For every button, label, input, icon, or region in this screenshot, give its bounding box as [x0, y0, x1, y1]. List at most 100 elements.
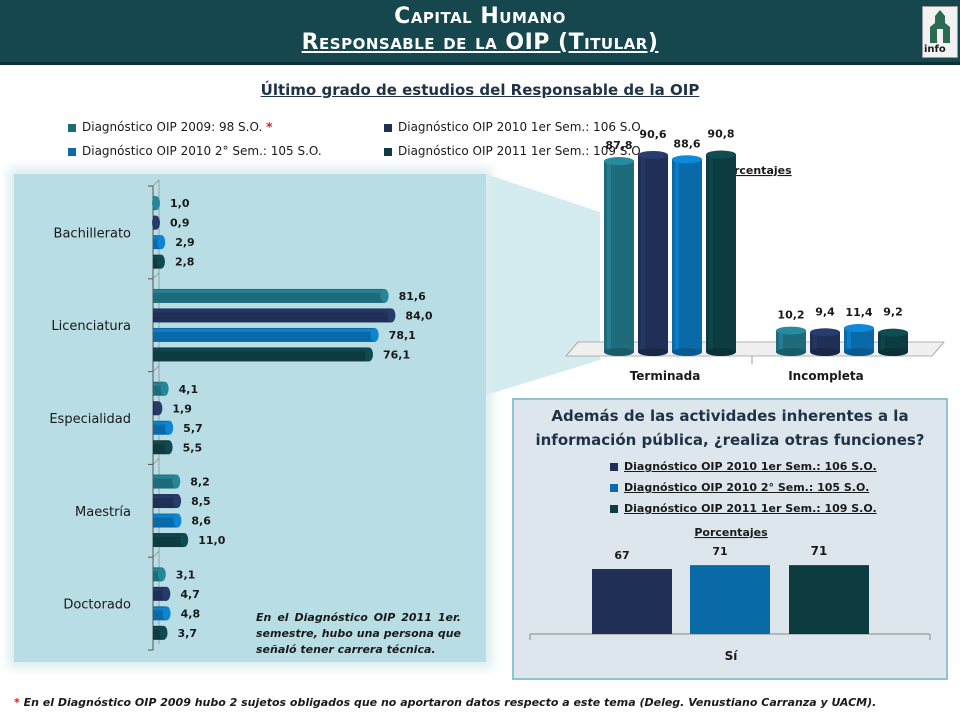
- legend-swatch: [610, 484, 618, 492]
- data-label: 3,1: [176, 568, 196, 581]
- data-label: 90,6: [639, 128, 666, 141]
- bar-highlight: [153, 514, 178, 518]
- data-label: 10,2: [777, 309, 804, 322]
- data-label: 11,4: [845, 306, 872, 319]
- data-label: 9,4: [815, 305, 835, 318]
- bar-highlight: [153, 534, 185, 538]
- footnote: * En el Diagnóstico OIP 2009 hubo 2 suje…: [14, 696, 876, 709]
- bar-base: [844, 348, 874, 356]
- asterisk-marker: *: [266, 120, 273, 134]
- page-subtitle-heading: Responsable de la OIP (Titular): [301, 30, 659, 55]
- bar-highlight: [153, 607, 167, 611]
- bar-highlight: [153, 328, 375, 332]
- question-legend-item-2010-1: Diagnóstico OIP 2010 1er Sem.: 106 S.O.: [610, 460, 877, 473]
- bar-highlight: [153, 587, 167, 591]
- legend-item-2009: Diagnóstico OIP 2009: 98 S.O. *: [68, 120, 272, 134]
- data-label: 88,6: [673, 137, 700, 150]
- y-tick-depth: [152, 365, 160, 372]
- data-label: 84,0: [405, 309, 432, 322]
- data-label: 1,9: [172, 402, 192, 415]
- bar: [153, 235, 162, 250]
- bar-cap: [173, 513, 182, 528]
- category-label-terminada: Terminada: [630, 369, 701, 383]
- bar-cap: [160, 381, 169, 396]
- legend-item-2010-2: Diagnóstico OIP 2010 2° Sem.: 105 S.O.: [68, 144, 322, 158]
- data-label: 9,2: [883, 306, 903, 319]
- legend-label: Diagnóstico OIP 2010 2° Sem.: 105 S.O.: [624, 481, 870, 494]
- bar-base: [776, 348, 806, 356]
- page-title: Capital Humano: [394, 4, 566, 29]
- left-chart-panel: [14, 174, 486, 662]
- footnote-text: En el Diagnóstico OIP 2009 hubo 2 sujeto…: [23, 696, 877, 709]
- bar-cap: [165, 420, 174, 435]
- data-label: 4,8: [181, 607, 201, 620]
- bar: [776, 330, 806, 352]
- legend-swatch: [610, 463, 618, 471]
- bar-highlight: [153, 626, 164, 630]
- question-legend-item-2010-2: Diagnóstico OIP 2010 2° Sem.: 105 S.O.: [610, 481, 869, 494]
- category-label-incompleta: Incompleta: [788, 369, 864, 383]
- legend-label: Diagnóstico OIP 2010 1er Sem.: 106 S.O.: [624, 460, 877, 473]
- header-banner: [0, 0, 960, 65]
- bar-cap: [878, 328, 908, 337]
- legend-item-2010-1: Diagnóstico OIP 2010 1er Sem.: 106 S.O.: [384, 120, 644, 134]
- legend-swatch: [384, 147, 392, 156]
- bar-cap: [159, 625, 168, 640]
- footnote-asterisk: *: [14, 696, 20, 709]
- bar-highlight: [153, 475, 177, 479]
- bar-highlight: [779, 330, 783, 352]
- legend-label: Diagnóstico OIP 2011 1er Sem.: 109 S.O.: [624, 502, 877, 515]
- data-label: 5,5: [183, 441, 203, 454]
- bar-highlight: [153, 495, 178, 499]
- bar-cap: [604, 157, 634, 166]
- bar: [153, 567, 162, 582]
- legend-swatch: [68, 123, 76, 132]
- bar-highlight: [813, 332, 817, 352]
- bar-highlight: [675, 159, 679, 352]
- bar-base: [638, 348, 668, 356]
- bar-cap: [672, 155, 702, 164]
- bar-highlight: [153, 568, 162, 572]
- data-label: 4,7: [180, 588, 200, 601]
- question-title-line1: Además de las actividades inherentes a l…: [551, 407, 909, 425]
- bar-highlight: [153, 421, 170, 425]
- data-label: 71: [811, 544, 828, 558]
- bar-highlight: [847, 328, 851, 352]
- bar-cap: [156, 254, 165, 269]
- bar-base: [810, 348, 840, 356]
- bar-cap: [152, 215, 160, 230]
- bar-base: [672, 348, 702, 356]
- bar-cap: [162, 586, 171, 601]
- question-title: Además de las actividades inherentes a l…: [512, 404, 948, 452]
- bar-cap: [180, 533, 189, 548]
- legend-label: Diagnóstico OIP 2011 1er Sem.: 109 S.O.: [398, 144, 644, 158]
- question-legend-item-2011-1: Diagnóstico OIP 2011 1er Sem.: 109 S.O.: [610, 502, 877, 515]
- bar-highlight: [153, 309, 392, 313]
- y-tick-depth: [152, 272, 160, 280]
- data-label: 8,5: [191, 495, 211, 508]
- bar: [844, 328, 874, 352]
- data-label: 0,9: [170, 217, 190, 230]
- bar-highlight: [641, 154, 645, 352]
- data-label: 71: [712, 545, 727, 558]
- bar-cap: [364, 347, 373, 362]
- data-label: 1,0: [170, 197, 190, 210]
- data-label: 2,9: [175, 236, 195, 249]
- bar-cap: [157, 235, 166, 250]
- bar-base: [706, 348, 736, 356]
- bar-cap: [162, 606, 171, 621]
- data-label: 76,1: [383, 348, 410, 361]
- bar-highlight: [153, 255, 161, 259]
- data-label: 90,8: [707, 128, 734, 141]
- legend-swatch: [610, 505, 618, 513]
- logo-text: info: [924, 44, 946, 55]
- bar-cap: [154, 401, 163, 416]
- data-label: 81,6: [399, 290, 426, 303]
- chart-title: Último grado de estudios del Responsable…: [260, 81, 700, 99]
- bar-highlight: [153, 441, 169, 445]
- bar-cap: [776, 326, 806, 335]
- data-label: 67: [614, 549, 629, 562]
